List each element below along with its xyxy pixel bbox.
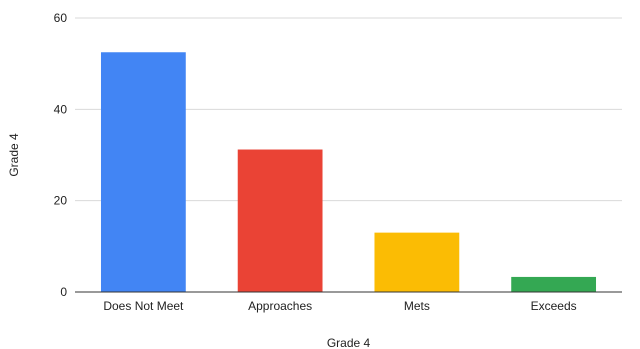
bar-approaches <box>237 149 323 292</box>
y-tick-label: 40 <box>54 102 68 116</box>
y-tick-label: 20 <box>54 194 68 208</box>
x-tick-label: Does Not Meet <box>103 299 184 313</box>
y-tick-label: 0 <box>60 285 67 299</box>
y-axis-title: Grade 4 <box>7 133 21 177</box>
bar-exceeds <box>511 276 597 292</box>
x-tick-label: Exceeds <box>531 299 577 313</box>
x-tick-label: Mets <box>404 299 430 313</box>
bar-mets <box>374 232 460 292</box>
bar-does-not-meet <box>100 52 186 292</box>
x-axis-title: Grade 4 <box>327 336 371 349</box>
y-axis-ticks: 0 20 40 60 <box>54 11 68 299</box>
bars <box>100 52 597 292</box>
y-tick-label: 60 <box>54 11 68 25</box>
x-axis-ticks: Does Not Meet Approaches Mets Exceeds <box>103 299 576 313</box>
x-tick-label: Approaches <box>248 299 312 313</box>
